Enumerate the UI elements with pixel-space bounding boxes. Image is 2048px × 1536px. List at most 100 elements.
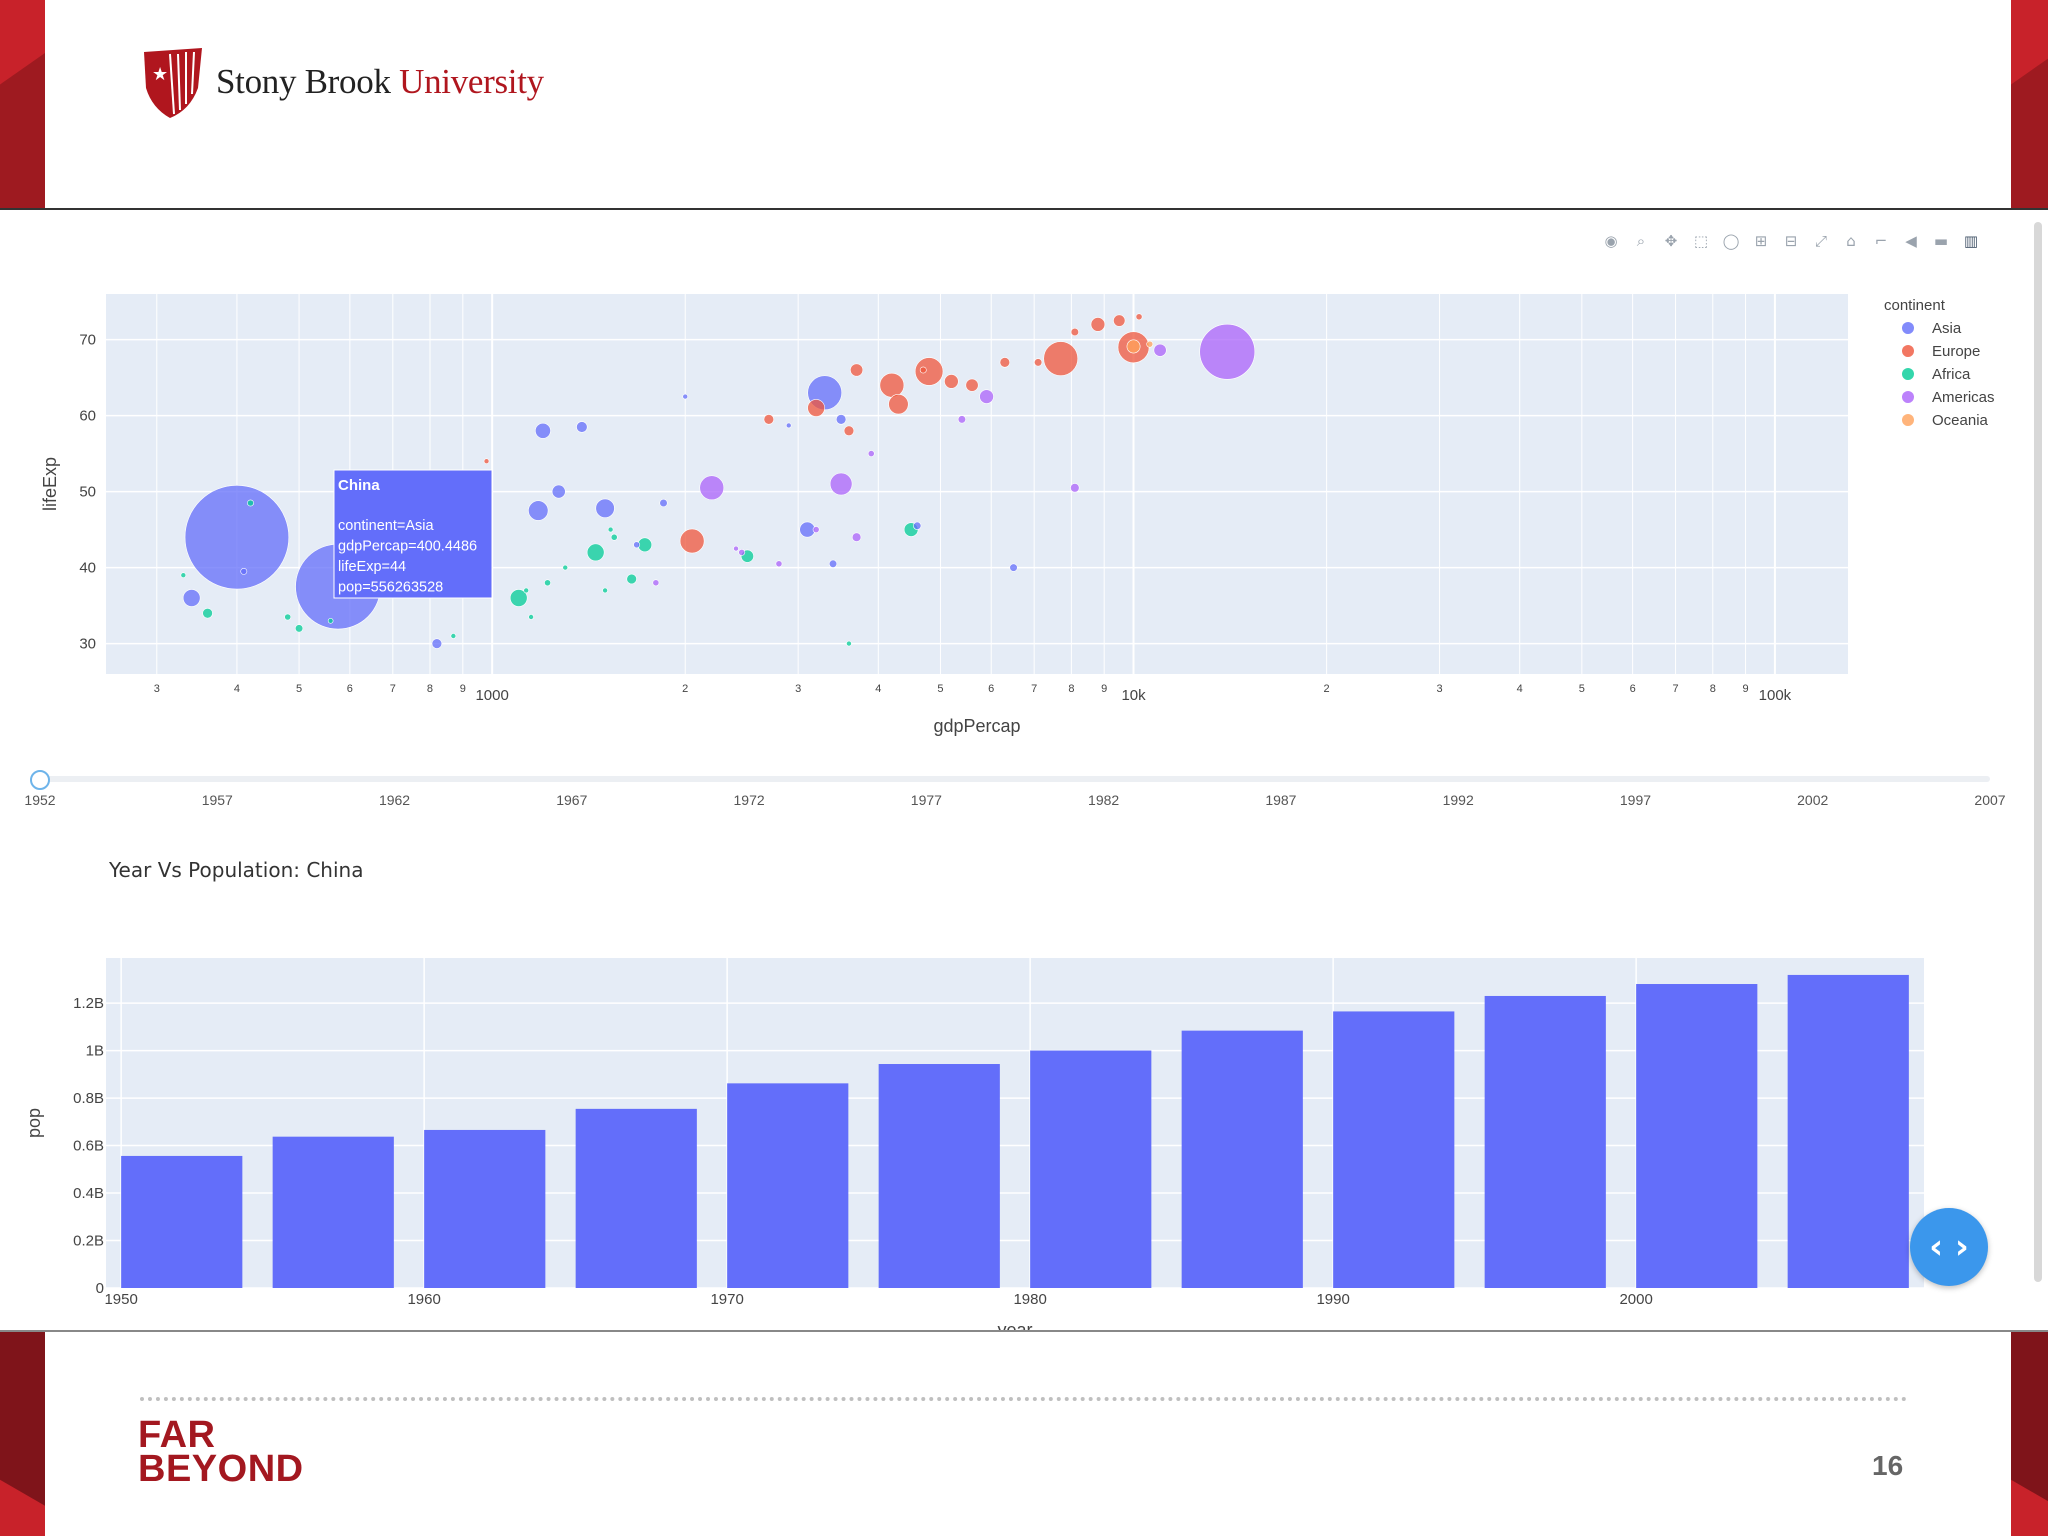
bubble-chart[interactable]: 3 4 5 6 7 8 9 2 3 4 5 6 7 8 9 2 3 4 5 6 7 8 9 1000 10k 100k 30 40 50… [0, 210, 2048, 770]
zoom-out-icon[interactable]: ⊟ [1784, 232, 1798, 250]
scatter-point-americas [733, 545, 739, 552]
tooltip-line: gdpPercap=400.4486 [338, 539, 477, 555]
population-bar [1484, 995, 1606, 1288]
hover-tooltip [333, 469, 493, 599]
scatter-point-americas [957, 415, 967, 424]
scatter-point-asia [182, 589, 201, 607]
scatter-point-asia [551, 484, 566, 499]
bar-x-tick-label: 1980 [1013, 1291, 1046, 1308]
slider-year-label[interactable]: 1962 [378, 792, 411, 808]
population-bar-chart[interactable]: 0 0.2B 0.4B 0.6B 0.8B 1B 1.2B 1950 1960 1970 1980 1… [0, 900, 2048, 1332]
scatter-point-europe [843, 425, 855, 437]
scatter-point-africa [602, 587, 608, 594]
slider-year-label[interactable]: 1977 [910, 792, 942, 808]
tooltip-title: China [338, 477, 380, 494]
scatter-point-americas [829, 472, 853, 496]
legend-label-oceania: Oceania [1932, 412, 1989, 429]
y-tick-label: 40 [79, 560, 96, 577]
vertical-scrollbar[interactable] [2034, 222, 2042, 1282]
scatter-point-africa [247, 499, 254, 507]
population-bar [1030, 1050, 1152, 1288]
y-tick-label: 30 [79, 636, 96, 653]
scatter-point-asia [535, 422, 551, 439]
legend-label-americas: Americas [1932, 389, 1995, 406]
tooltip-line: lifeExp=44 [338, 559, 406, 575]
plotly-logo-icon[interactable]: ▥ [1963, 232, 1979, 250]
x-minor-tick-label: 3 [795, 683, 801, 695]
bar-y-axis-title: pop [24, 1108, 44, 1138]
bar-x-tick-label: 1960 [407, 1291, 440, 1308]
scatter-point-asia [1009, 563, 1018, 572]
bar-chart-title: Year Vs Population: China [109, 858, 364, 882]
slider-year-label[interactable]: 1967 [556, 792, 588, 808]
camera-icon[interactable]: ◉ [1604, 232, 1618, 250]
slider-year-label[interactable]: 2002 [1797, 792, 1829, 808]
pan-icon[interactable]: ✥ [1664, 232, 1678, 250]
scatter-point-asia [240, 567, 248, 575]
reset-axes-icon[interactable]: ⌂ [1846, 232, 1856, 250]
bar-x-tick-label: 1990 [1316, 1291, 1349, 1308]
scatter-point-asia [184, 485, 290, 590]
legend-swatch-oceania [1902, 414, 1914, 426]
bar-y-tick-label: 0.6B [73, 1138, 104, 1155]
slider-year-label[interactable]: 1992 [1442, 792, 1474, 808]
scatter-point-asia [595, 498, 615, 518]
scatter-point-europe [888, 394, 909, 415]
y-tick-label: 50 [79, 484, 96, 501]
hover-compare-icon[interactable]: ▬ [1933, 232, 1949, 250]
code-toggle-button[interactable]: ‹ › [1910, 1208, 1988, 1286]
scatter-point-africa [562, 564, 569, 571]
year-slider-track[interactable] [40, 776, 1990, 782]
lasso-icon[interactable]: ◯ [1722, 232, 1740, 250]
scatter-point-africa [586, 543, 605, 562]
box-select-icon[interactable]: ⬚ [1693, 232, 1709, 250]
population-bar [878, 1064, 1000, 1288]
slider-year-label[interactable]: 1957 [201, 792, 233, 808]
population-bar [272, 1136, 394, 1288]
autoscale-icon[interactable]: ⤢ [1814, 232, 1827, 250]
scatter-point-americas [738, 548, 746, 556]
scatter-point-africa [528, 614, 534, 620]
scatter-point-europe [965, 378, 979, 392]
population-bar [121, 1155, 243, 1288]
slider-year-label[interactable]: 2007 [1974, 792, 2006, 808]
slider-year-label[interactable]: 1972 [733, 792, 765, 808]
scatter-point-americas [1070, 483, 1080, 493]
tooltip-line: pop=556263528 [338, 580, 443, 596]
bar-plot-area [106, 958, 1924, 1288]
bar-y-tick-label: 1.2B [73, 995, 104, 1012]
scatter-point-europe [999, 357, 1011, 368]
scatter-point-europe [850, 363, 864, 377]
zoom-in-icon[interactable]: ⊞ [1754, 232, 1768, 250]
year-slider-handle[interactable] [30, 770, 50, 790]
scatter-point-africa [846, 640, 852, 647]
hover-closest-icon[interactable]: ◀ [1905, 232, 1917, 250]
slider-year-label[interactable]: 1997 [1619, 792, 1652, 808]
bar-y-tick-label: 1B [86, 1043, 104, 1060]
slider-year-label[interactable]: 1952 [24, 792, 56, 808]
scatter-point-africa [327, 617, 334, 624]
slider-year-label[interactable]: 1987 [1265, 792, 1297, 808]
zoom-icon[interactable]: ⌕ [1636, 232, 1646, 250]
spike-lines-icon[interactable]: ⌐ [1874, 232, 1888, 250]
scatter-point-americas [1199, 323, 1256, 380]
scatter-point-americas [812, 526, 820, 534]
bar-x-tick-label: 2000 [1619, 1291, 1652, 1308]
legend-label-asia: Asia [1932, 320, 1962, 337]
x-minor-tick-label: 9 [460, 683, 466, 695]
x-minor-tick-label: 4 [234, 683, 240, 695]
x-minor-tick-label: 3 [1436, 683, 1442, 695]
scatter-point-europe [879, 372, 905, 398]
slider-year-label[interactable]: 1982 [1088, 792, 1120, 808]
scatter-point-africa [626, 573, 637, 585]
population-bar [575, 1108, 697, 1288]
y-axis-title: lifeExp [40, 457, 60, 511]
x-minor-tick-label: 6 [347, 683, 353, 695]
scatter-point-asia [828, 559, 838, 568]
scatter-point-africa [544, 579, 551, 587]
x-minor-tick-label: 4 [875, 683, 881, 695]
code-toggle-icon: ‹ › [1929, 1227, 1969, 1267]
x-minor-tick-label: 6 [988, 683, 994, 695]
scatter-point-asia [431, 638, 443, 649]
legend-swatch-asia [1902, 322, 1914, 334]
